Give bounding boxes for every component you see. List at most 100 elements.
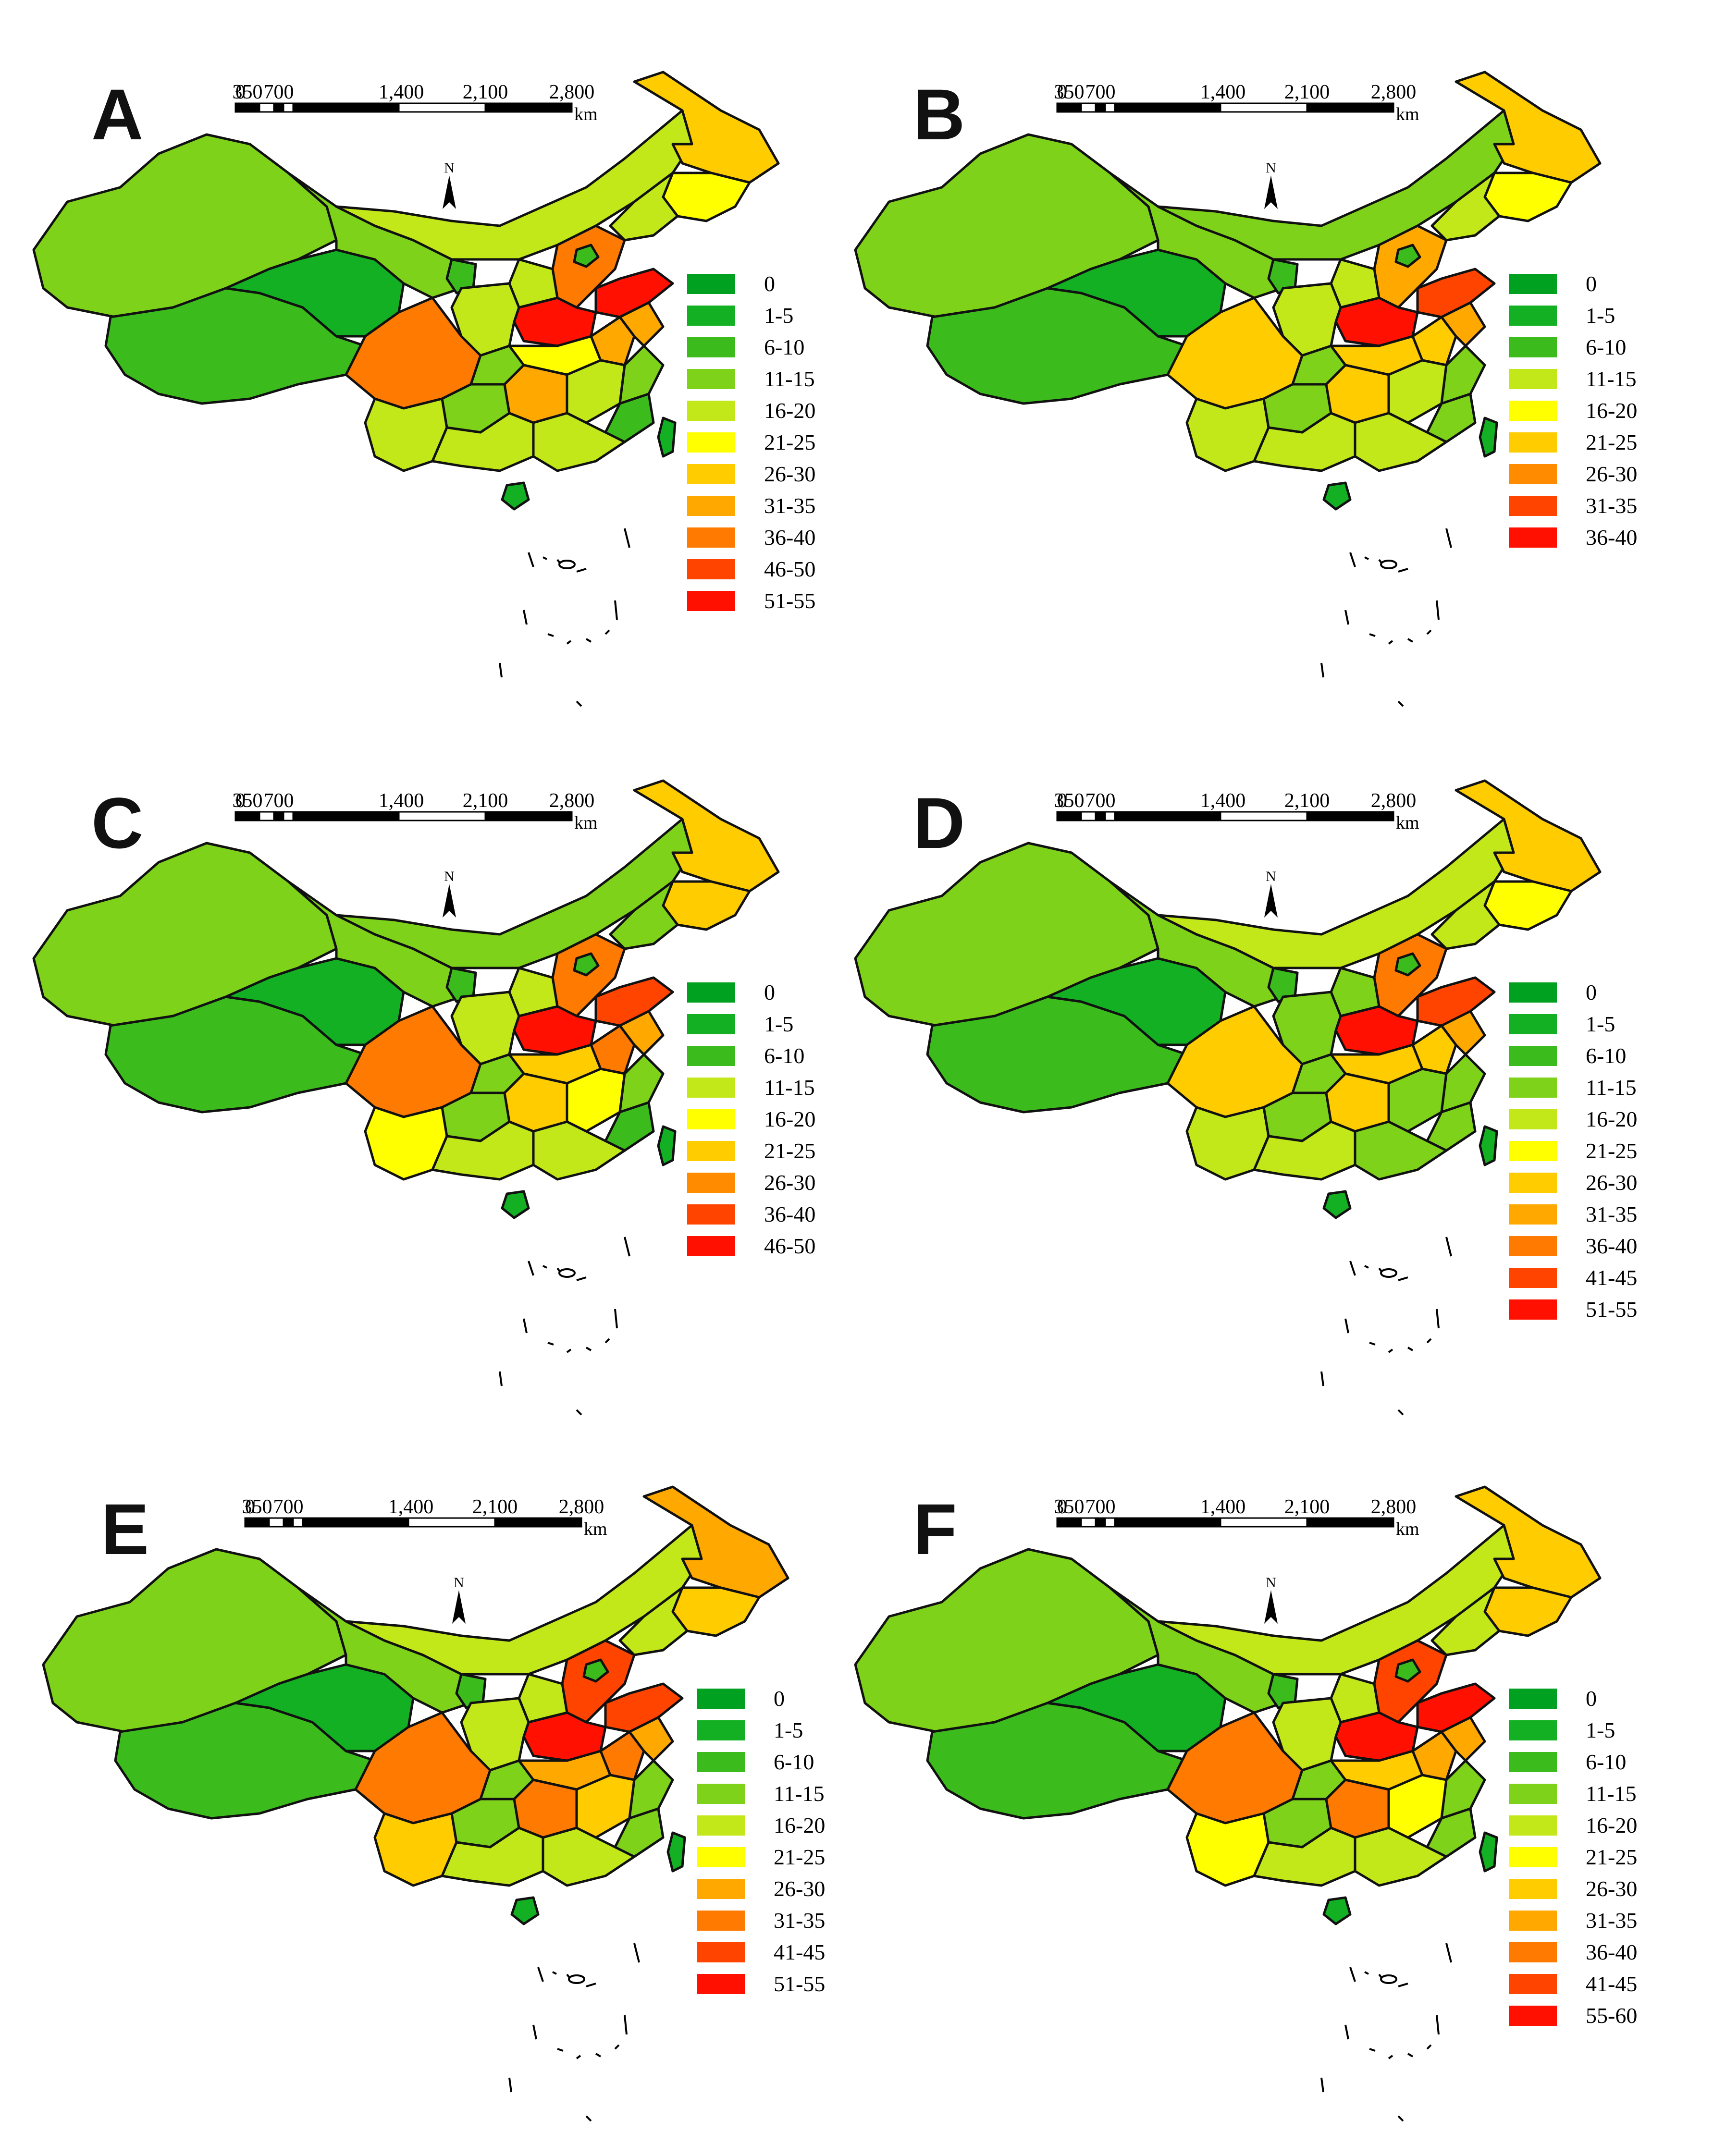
region-jiangsu: [1440, 1010, 1486, 1056]
island-mark: [1426, 2044, 1432, 2050]
region-hainan: [510, 1896, 540, 1925]
legend-label: 6-10: [774, 1750, 814, 1774]
scale-segment: [494, 1517, 582, 1528]
legend-label: 21-25: [764, 430, 815, 454]
region-shandong: [594, 976, 674, 1027]
region-beijing: [1394, 1658, 1421, 1683]
scale-tick-label: 2,800: [559, 1496, 604, 1518]
scale-segment: [244, 1517, 270, 1528]
scale-tick-label: 2,100: [463, 81, 508, 103]
island-mark: [614, 1309, 618, 1329]
legend-swatch: [1509, 982, 1557, 1003]
north-arrow-icon: N: [452, 1575, 466, 1624]
scale-tick-label: 1,400: [1200, 790, 1246, 812]
legend-label: 6-10: [1586, 1750, 1626, 1774]
region-taiwan: [666, 1831, 686, 1873]
legend-swatch: [697, 1720, 745, 1740]
island-mark: [595, 2053, 602, 2058]
scale-tick-label: 700: [264, 790, 294, 812]
legend-swatch: [1509, 1942, 1557, 1962]
legend-label: 36-40: [1586, 1940, 1637, 1964]
scale-segment: [1220, 1517, 1308, 1528]
scale-tick-label: 0: [235, 81, 246, 103]
scale-tick-label: 2,800: [549, 790, 595, 812]
scale-segment: [1104, 102, 1116, 113]
scale-segment: [234, 102, 260, 113]
scale-segment: [398, 811, 486, 821]
legend-swatch: [1509, 1141, 1557, 1161]
scale-segment: [292, 811, 400, 821]
scale-segment: [1220, 102, 1308, 113]
scale-tick-label: 0: [1057, 1496, 1067, 1518]
region-liaoning: [1430, 880, 1501, 950]
panel-letter: E: [101, 1489, 149, 1569]
legend: 0 1-5 6-10 11-15 16-20 21-25 26-30 31-35 41-45 51…: [697, 1686, 825, 1996]
legend-label: 0: [764, 980, 775, 1004]
scale-tick-label: 700: [273, 1496, 304, 1518]
island-mark: [1320, 1371, 1324, 1386]
island-mark: [508, 2077, 512, 2093]
north-arrow-shape: [1264, 175, 1278, 209]
scale-unit: km: [574, 104, 598, 124]
legend-label: 16-20: [764, 1107, 815, 1131]
region-fujian: [1426, 392, 1477, 443]
legend-swatch: [1509, 1173, 1557, 1193]
north-arrow-icon: N: [443, 160, 456, 209]
region-beijing: [573, 952, 600, 977]
region-shanxi: [508, 967, 559, 1017]
region-beijing: [582, 1658, 609, 1683]
region-zhejiang: [1440, 344, 1486, 405]
region-liaoning: [609, 172, 679, 242]
region-guangxi: [1253, 1120, 1356, 1181]
island-mark: [576, 2055, 581, 2059]
scale-tick-label: 700: [1085, 790, 1116, 812]
legend-swatch: [697, 1689, 745, 1709]
north-label: N: [1266, 160, 1276, 176]
island-mark: [576, 1409, 582, 1416]
legend-swatch: [697, 1752, 745, 1772]
legend-label: 46-50: [764, 1234, 815, 1258]
legend-swatch: [687, 306, 735, 326]
scale-segment: [273, 102, 284, 113]
legend-swatch: [1509, 1299, 1557, 1320]
legend-label: 26-30: [764, 1170, 815, 1195]
legend-swatch: [687, 1078, 735, 1098]
island-mark: [552, 1971, 557, 1975]
island-mark: [1320, 2077, 1324, 2093]
island-mark: [532, 2024, 537, 2040]
legend-swatch: [687, 1141, 735, 1161]
legend-label: 6-10: [764, 335, 804, 359]
legend-label: 0: [1586, 1686, 1597, 1711]
legend-swatch: [1509, 369, 1557, 389]
legend-label: 26-30: [774, 1876, 825, 1901]
island-mark: [1349, 1261, 1356, 1276]
island-mark: [624, 528, 630, 548]
legend-label: 11-15: [1586, 1781, 1637, 1806]
legend-swatch: [1509, 1815, 1557, 1836]
legend-swatch: [687, 337, 735, 357]
legend: 0 1-5 6-10 11-15 16-20 21-25 26-30 36-40 46-50: [687, 980, 815, 1258]
region-anhui: [1411, 1730, 1457, 1781]
island-mark: [1445, 528, 1452, 548]
legend-swatch: [1509, 1078, 1557, 1098]
island-mark: [1426, 1338, 1432, 1344]
north-label: N: [1266, 1575, 1276, 1591]
island-mark: [1388, 2055, 1393, 2059]
scale-tick-label: 2,100: [472, 1496, 518, 1518]
region-zhejiang: [618, 344, 665, 405]
scale-tick-label: 1,400: [1200, 1496, 1246, 1518]
region-liaoning: [609, 880, 679, 950]
legend-swatch: [687, 559, 735, 579]
legend-label: 0: [1586, 980, 1597, 1004]
region-jiangsu: [618, 1010, 665, 1056]
legend-swatch: [687, 1204, 735, 1225]
island-mark: [1320, 662, 1324, 678]
region-guangxi: [431, 412, 535, 472]
scale-tick-label: 2,800: [549, 81, 595, 103]
legend-swatch: [697, 1911, 745, 1931]
island-mark: [1380, 560, 1397, 569]
legend-swatch: [1509, 1109, 1557, 1129]
island-mark: [1349, 552, 1356, 567]
scale-segment: [259, 102, 275, 113]
